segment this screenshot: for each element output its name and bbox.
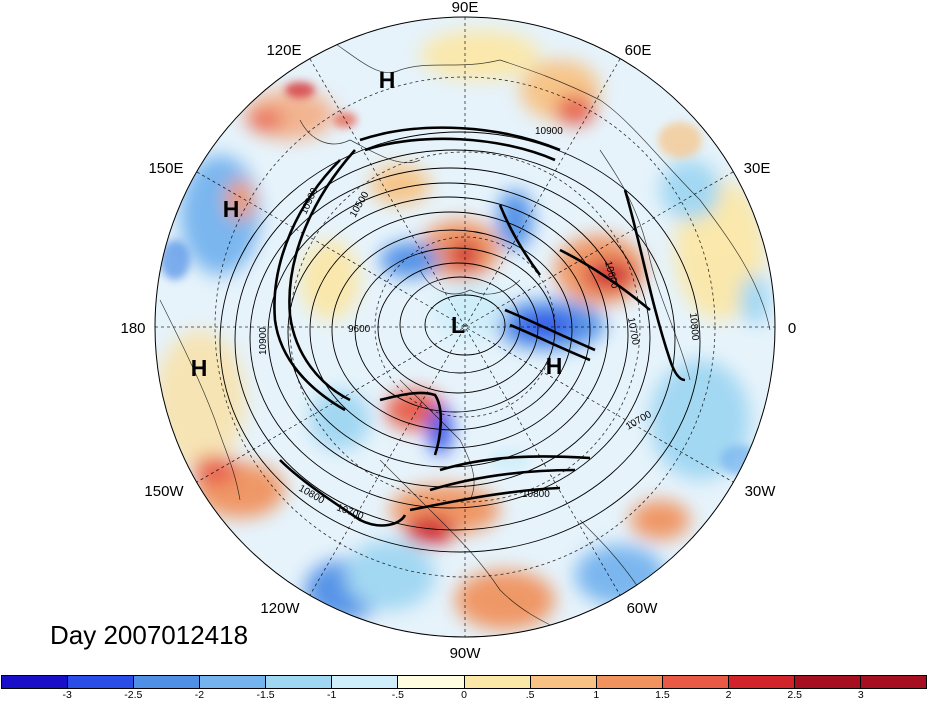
colorbar-tick: .5 (525, 689, 535, 701)
high-pressure-label: H (223, 196, 240, 222)
lon-label-120e: 120E (266, 42, 301, 59)
colorbar-tick: -.5 (391, 689, 404, 701)
colorbar-swatch (728, 676, 795, 688)
contour-label: 10900 (258, 327, 269, 355)
lon-label-30w: 30W (745, 483, 777, 500)
lon-label-90w: 90W (450, 645, 482, 662)
colorbar-swatch (68, 676, 135, 688)
colorbar-tick: -2 (194, 689, 205, 701)
lon-label-0: 0 (788, 320, 796, 337)
colorbar-tick: 1 (593, 689, 600, 701)
colorbar-tick-labels: -3 -2.5 -2 -1.5 -1 -.5 0 .5 1 1.5 2 2.5 3 (1, 689, 927, 702)
colorbar-tick: 3 (857, 689, 864, 701)
lon-label-150e: 150E (148, 160, 183, 177)
graticule (155, 17, 775, 637)
contour-label: 10800 (687, 312, 700, 341)
jet-contours (273, 126, 686, 527)
colorbar-tick: 2.5 (787, 689, 803, 701)
pressure-centers: H H H H L (191, 67, 563, 381)
longitude-labels: 90E 60E 30E 0 30W 60W 90W 120W 150W 180 … (120, 0, 796, 662)
colorbar-swatch (398, 676, 465, 688)
colorbar-swatch (662, 676, 729, 688)
contour-label: 10700 (625, 317, 641, 347)
high-pressure-label: H (546, 353, 563, 379)
high-pressure-label: H (379, 67, 396, 93)
lon-label-180: 180 (120, 320, 145, 337)
contour-label: 9600 (348, 324, 371, 335)
coastlines (159, 39, 771, 631)
colorbar-swatch (266, 676, 333, 688)
colorbar-swatch (530, 676, 597, 688)
colorbar-tick: -2.5 (124, 689, 143, 701)
colorbar-tick: -1 (327, 689, 337, 701)
lon-label-30e: 30E (744, 160, 771, 177)
colorbar-tick: -3 (62, 689, 72, 701)
lon-label-60w: 60W (627, 600, 659, 617)
contour-label: 10800 (522, 489, 550, 500)
colorbar-swatch (2, 676, 69, 688)
colorbar-tick: -1.5 (256, 689, 275, 701)
colorbar-tick: 0 (461, 689, 467, 701)
lon-label-120w: 120W (260, 600, 300, 617)
colorbar-swatch (861, 676, 927, 688)
colorbar-tick: 2 (725, 689, 732, 701)
colorbar (1, 675, 927, 689)
colorbar-swatch (794, 676, 862, 688)
colorbar-swatch (134, 676, 201, 688)
colorbar-swatch (332, 676, 399, 688)
valid-time-label: Day 2007012418 (50, 620, 249, 650)
colorbar-swatch (464, 676, 531, 688)
colorbar-tick: 1.5 (655, 689, 670, 701)
colorbar-swatch (200, 676, 267, 688)
high-pressure-label: H (191, 355, 208, 381)
map-boundary (154, 16, 776, 638)
contour-label: 10900 (535, 126, 563, 137)
low-pressure-label: L (451, 312, 465, 338)
colorbar-swatch (596, 676, 663, 688)
height-contours (219, 131, 701, 553)
lon-label-150w: 150W (144, 483, 184, 500)
lon-label-90e: 90E (452, 0, 479, 16)
lon-label-60e: 60E (625, 42, 652, 59)
